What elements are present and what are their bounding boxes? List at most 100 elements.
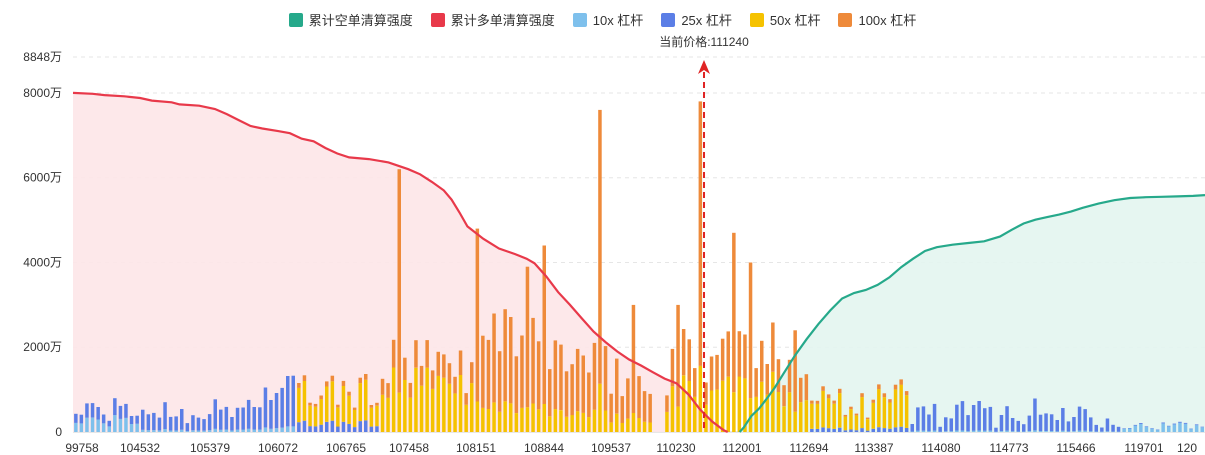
bar-segment <box>598 109 602 384</box>
bar-segment <box>815 400 820 404</box>
legend-item[interactable]: 50x 杠杆 <box>749 10 820 29</box>
bar-segment <box>860 397 864 429</box>
bar-segment <box>592 342 597 410</box>
bar-segment <box>297 383 301 388</box>
bar-segment <box>916 430 920 432</box>
bar-segment <box>1178 422 1182 432</box>
bar-segment <box>687 339 691 381</box>
bar-segment <box>375 402 379 406</box>
bar-segment <box>325 381 329 387</box>
legend-item[interactable]: 100x 杠杆 <box>838 10 916 29</box>
bar-segment <box>815 428 820 432</box>
bar-segment <box>1044 431 1048 432</box>
bar-segment <box>235 429 240 432</box>
bar-segment <box>1122 428 1126 432</box>
bar-segment <box>386 397 390 432</box>
bar-segment <box>1122 428 1126 429</box>
bar-segment <box>1200 427 1204 432</box>
bar-segment <box>631 412 636 432</box>
bar-segment <box>1194 424 1199 426</box>
bar-segment <box>274 428 279 432</box>
bar-segment <box>509 317 513 404</box>
axis-labels: 0 2000万 4000万 6000万 8000万 8848万 99758 104532 105… <box>23 50 1197 455</box>
bar-segment <box>1066 421 1071 432</box>
bar-segment <box>1077 406 1082 431</box>
bar-segment <box>603 346 608 411</box>
bar-segment <box>1133 425 1138 432</box>
bar-segment <box>308 405 312 427</box>
bar-segment <box>146 414 151 431</box>
bar-segment <box>430 388 435 432</box>
bar-segment <box>230 417 234 431</box>
bar-segment <box>525 266 530 408</box>
bar-segment <box>676 304 680 407</box>
bar-segment <box>1167 425 1171 427</box>
bar-segment <box>174 416 178 431</box>
bar-segment <box>475 228 480 402</box>
bar-segment <box>74 413 78 423</box>
bar-segment <box>553 409 558 432</box>
bar-segment <box>1111 424 1115 432</box>
bar-segment <box>754 368 758 397</box>
bar-segment <box>904 427 909 432</box>
bar-segment <box>302 375 307 381</box>
bar-segment <box>191 430 195 432</box>
bar-segment <box>1139 423 1143 432</box>
legend-item[interactable]: 累计多单清算强度 <box>430 10 555 29</box>
bar-segment <box>949 418 953 432</box>
bar-segment <box>715 354 719 390</box>
legend-swatch <box>838 12 853 27</box>
bar-segment <box>124 418 128 432</box>
bar-segment <box>308 402 312 406</box>
bar-segment <box>1116 431 1121 433</box>
bar-segment <box>113 398 117 416</box>
bar-segment <box>977 401 981 431</box>
bar-segment <box>1189 429 1193 432</box>
bar-segment <box>603 410 608 432</box>
legend-swatch <box>430 12 445 27</box>
bar-segment <box>726 331 730 377</box>
legend-item[interactable]: 10x 杠杆 <box>572 10 643 29</box>
bar-segment <box>620 423 624 432</box>
bar-segment <box>826 428 831 432</box>
bar-segment <box>626 378 630 419</box>
bar-segment <box>1010 418 1015 432</box>
bar-segment <box>899 384 903 427</box>
bar-segment <box>575 411 580 432</box>
bar-segment <box>994 427 998 432</box>
bar-segment <box>693 396 697 432</box>
bar-segment <box>765 364 769 395</box>
bar-segment <box>470 362 474 384</box>
bar-segment <box>1016 420 1020 432</box>
bar-segment <box>542 404 546 432</box>
bar-segment <box>609 393 613 423</box>
bar-segment <box>1133 424 1138 426</box>
bar-segment <box>927 414 931 432</box>
y-tick-label: 4000万 <box>23 255 62 269</box>
bar-segment <box>637 376 641 418</box>
bar-segment <box>341 386 346 422</box>
bar-segment <box>341 380 346 386</box>
legend-item[interactable]: 25x 杠杆 <box>661 10 732 29</box>
bar-segment <box>704 404 708 432</box>
bar-segment <box>899 426 903 432</box>
bar-segment <box>90 417 95 432</box>
legend-swatch <box>288 12 303 27</box>
bar-segment <box>163 402 167 429</box>
x-tick-label: 110230 <box>656 441 695 455</box>
bar-segment <box>364 420 368 432</box>
bar-segment <box>325 421 329 432</box>
bar-segment <box>854 430 859 432</box>
bar-segment <box>670 348 675 387</box>
bar-segment <box>1116 426 1121 432</box>
bar-segment <box>1027 431 1032 432</box>
bar-segment <box>280 427 284 432</box>
bar-segment <box>1167 426 1171 432</box>
bar-segment <box>1061 430 1065 432</box>
bar-segment <box>447 363 452 384</box>
bar-segment <box>893 427 898 432</box>
bar-segment <box>743 334 747 379</box>
bar-segment <box>977 430 981 432</box>
legend-item[interactable]: 累计空单清算强度 <box>288 10 413 29</box>
bar-segment <box>207 430 212 432</box>
